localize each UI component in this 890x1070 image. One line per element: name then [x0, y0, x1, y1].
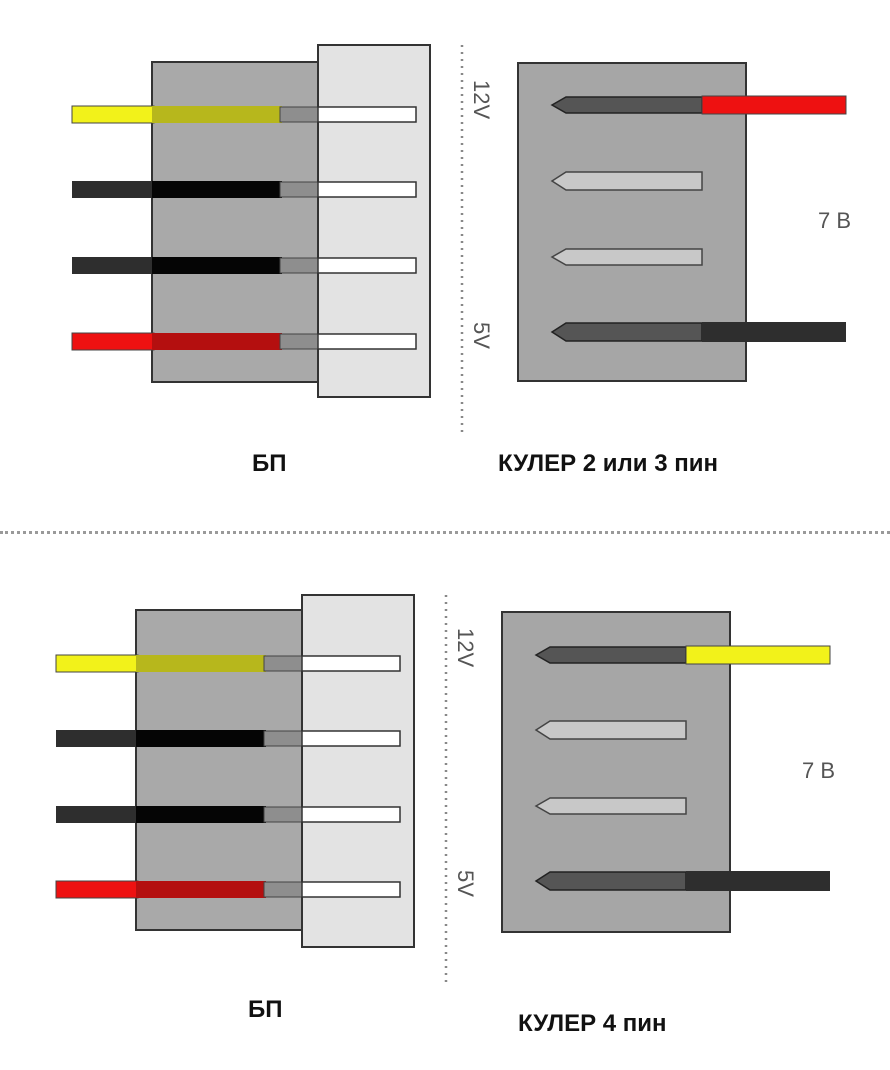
fan-connector	[501, 611, 831, 933]
wiring-diagram: 12V 5V 7 В	[71, 44, 851, 435]
fan-pin-5v	[550, 322, 846, 342]
psu-wire-red	[55, 880, 401, 899]
label-12v: 12V	[453, 628, 478, 667]
label-5v: 5V	[469, 322, 494, 349]
fan-pin-empty	[550, 171, 703, 191]
psu-wire-black	[72, 257, 417, 274]
fan-caption: КУЛЕР 4 пин	[518, 1010, 667, 1037]
wiring-panel-2-3-pin: 12V 5V 7 В БП КУЛЕР 2 или 3 пин	[0, 0, 890, 520]
label-12v: 12V	[469, 80, 494, 119]
psu-wire-black	[56, 730, 401, 747]
wiring-panel-4-pin: 12V 5V 7 В БП КУЛЕР 4 пин	[0, 550, 890, 1070]
psu-wire-yellow	[55, 654, 401, 673]
psu-caption: БП	[248, 996, 283, 1023]
psu-wire-black	[72, 181, 417, 198]
fan-pin-empty	[550, 248, 703, 266]
psu-caption: БП	[252, 450, 287, 477]
horizontal-divider	[0, 531, 890, 534]
fan-wire-red	[701, 95, 847, 115]
fan-pin-12v	[550, 95, 847, 115]
fan-connector	[517, 62, 847, 382]
voltage-result-label: 7 В	[802, 758, 835, 783]
fan-pin-empty	[534, 720, 687, 740]
voltage-result-label: 7 В	[818, 208, 851, 233]
psu-connector	[71, 44, 431, 398]
fan-wire-black	[702, 322, 846, 342]
psu-wire-yellow	[71, 105, 417, 124]
psu-wire-black	[56, 806, 401, 823]
fan-wire-yellow	[685, 645, 831, 665]
fan-pin-12v	[534, 645, 831, 665]
wiring-diagram: 12V 5V 7 В	[55, 594, 835, 985]
fan-wire-black	[686, 871, 830, 891]
fan-pin-empty	[534, 797, 687, 815]
fan-pin-5v	[534, 871, 830, 891]
psu-wire-red	[71, 332, 417, 351]
psu-connector	[55, 594, 415, 948]
label-5v: 5V	[453, 870, 478, 897]
fan-caption: КУЛЕР 2 или 3 пин	[498, 450, 718, 477]
